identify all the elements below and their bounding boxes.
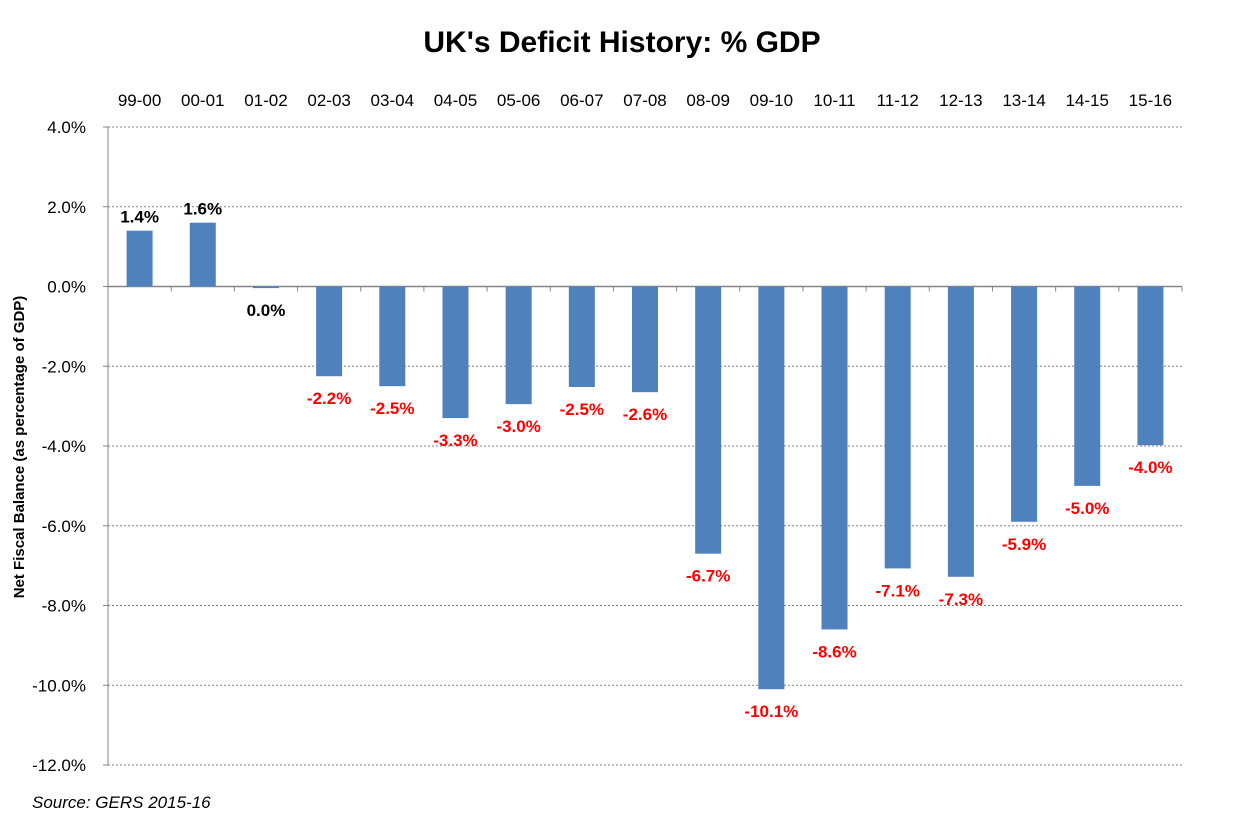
data-label: -8.6% [812,642,856,661]
x-tick-label: 14-15 [1065,91,1108,110]
bar-00-01 [189,222,216,287]
y-tick-label: -10.0% [32,676,86,695]
y-tick-label: -12.0% [32,756,86,775]
y-tick-label: -6.0% [42,517,86,536]
x-tick-label: 02-03 [307,91,350,110]
data-label: -3.3% [433,431,477,450]
data-label: -10.1% [744,702,798,721]
x-tick-label: 09-10 [750,91,793,110]
data-label: -2.6% [623,405,667,424]
bar-08-09 [695,286,722,554]
bar-15-16 [1137,286,1164,446]
data-label: -2.5% [370,399,414,418]
data-label: -4.0% [1128,458,1172,477]
bar-07-08 [632,286,658,393]
bar-04-05 [442,286,469,419]
x-tick-label: 08-09 [686,91,729,110]
bar-14-15 [1074,286,1101,486]
x-tick-label: 07-08 [623,91,666,110]
data-label: -2.5% [560,400,604,419]
bar-11-12 [884,286,911,569]
bar-05-06 [505,286,532,405]
x-tick-label: 05-06 [497,91,540,110]
data-label: 0.0% [247,301,286,320]
bar-10-11 [821,286,848,630]
y-tick-label: -4.0% [42,437,86,456]
y-tick-label: 4.0% [47,118,86,137]
x-tick-label: 99-00 [118,91,161,110]
y-tick-label: 2.0% [47,198,86,217]
source-note: Source: GERS 2015-16 [32,793,211,812]
bar-13-14 [1011,286,1038,522]
x-tick-label: 12-13 [939,91,982,110]
bar-02-03 [316,286,343,377]
bar-12-13 [947,286,974,577]
x-tick-label: 10-11 [813,91,855,110]
bar-06-07 [568,286,595,387]
x-tick-label: 01-02 [244,91,287,110]
bar-99-00 [126,230,153,287]
data-label: -2.2% [307,389,351,408]
y-tick-label: -8.0% [42,597,86,616]
bar-09-10 [758,286,785,690]
y-tick-label: -2.0% [42,357,86,376]
y-tick-label: 0.0% [47,278,86,297]
data-label: 1.4% [120,208,159,227]
x-tick-label: 03-04 [371,91,414,110]
x-tick-label: 11-12 [877,91,919,110]
x-tick-label: 06-07 [560,91,603,110]
bar-01-02 [252,286,279,289]
data-label: -7.1% [875,581,919,600]
bar-03-04 [379,286,406,387]
data-label: -3.0% [496,417,540,436]
data-label: -7.3% [939,590,983,609]
x-tick-label: 04-05 [434,91,477,110]
x-tick-label: 00-01 [181,91,224,110]
chart-title: UK's Deficit History: % GDP [423,26,820,59]
data-label: 1.6% [183,200,222,219]
y-axis-label: Net Fiscal Balance (as percentage of GDP… [11,296,28,599]
data-label: -6.7% [686,567,730,586]
x-tick-label: 15-16 [1129,91,1172,110]
data-label: -5.9% [1002,535,1046,554]
x-tick-label: 13-14 [1002,91,1045,110]
data-label: -5.0% [1065,499,1109,518]
